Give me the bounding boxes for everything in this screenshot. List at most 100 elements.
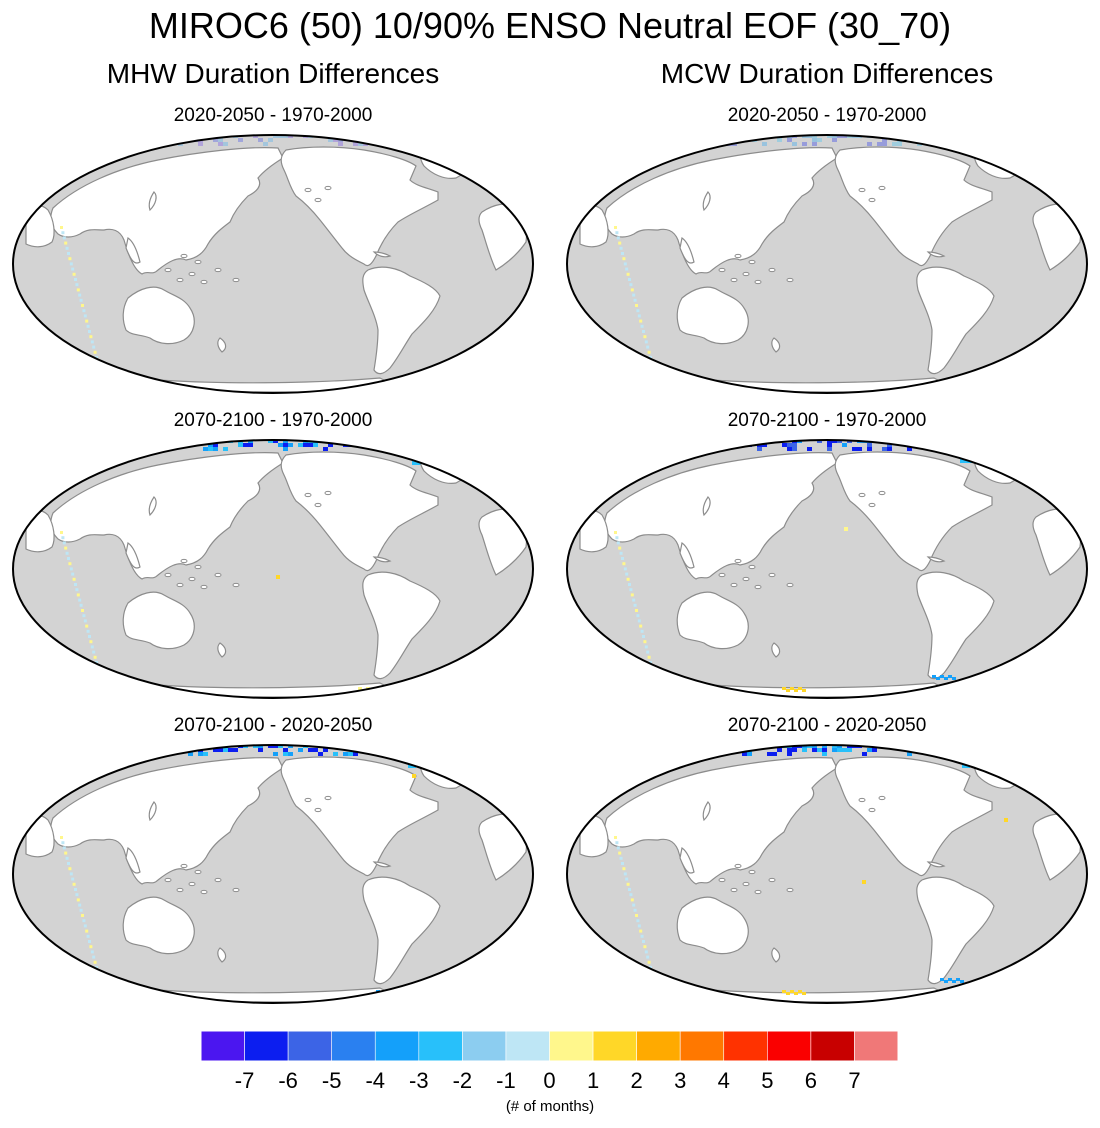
- antarctic-anomaly-pixel: [790, 990, 794, 993]
- colorbar-swatch: [244, 1030, 289, 1062]
- island: [164, 267, 172, 273]
- antarctic-anomaly-pixel: [960, 980, 964, 983]
- island: [194, 259, 202, 265]
- map-border: [566, 134, 1088, 394]
- colorbar-swatch: [374, 1030, 420, 1062]
- land-india: [679, 542, 695, 569]
- colorbar-swatch: [418, 1030, 463, 1062]
- antarctic-anomaly-pixel: [940, 675, 944, 678]
- land-india: [679, 237, 695, 264]
- antarctic-anomaly-pixel: [932, 675, 936, 678]
- map-mcw-2020-2050-vs-1970-2000: [566, 134, 1088, 394]
- land-south-america: [362, 876, 441, 985]
- land-caribbean: [926, 556, 946, 563]
- island: [200, 279, 208, 285]
- colorbar-tick-label: -4: [365, 1068, 386, 1093]
- colorbar-tick-label: 2: [630, 1068, 643, 1093]
- island: [324, 185, 332, 191]
- island: [304, 187, 312, 193]
- island: [188, 881, 196, 887]
- land-australia: [122, 896, 195, 955]
- colorbar-frame: [200, 1030, 899, 1062]
- antarctic-anomaly-pixel: [378, 689, 382, 692]
- island: [754, 584, 762, 590]
- antarctic-anomaly-pixel: [786, 689, 790, 692]
- colorbar-tick-label: 7: [848, 1068, 861, 1093]
- map-border: [566, 439, 1088, 699]
- island: [768, 877, 776, 883]
- land-japan: [702, 191, 711, 212]
- colorbar-tick-label: 3: [674, 1068, 687, 1093]
- colorbar-swatch: [331, 1030, 376, 1062]
- island: [768, 572, 776, 578]
- colorbar-swatch: [679, 1030, 725, 1062]
- anomaly-pixel: [862, 880, 866, 884]
- land-japan: [148, 496, 157, 517]
- colorbar-tick-label: -5: [321, 1068, 342, 1093]
- island: [878, 795, 886, 801]
- island: [878, 185, 886, 191]
- land-south-america: [362, 571, 441, 680]
- anomaly-pixel: [1004, 818, 1008, 822]
- column-title-mcw: MCW Duration Differences: [660, 58, 994, 89]
- colorbar-swatch: [723, 1030, 768, 1062]
- antarctic-anomaly-pixel: [802, 689, 806, 692]
- panel-title-mcw-3: 2070-2100 - 2020-2050: [727, 715, 927, 736]
- land-new-zealand: [771, 337, 781, 353]
- island: [164, 877, 172, 883]
- antarctic-anomaly-pixel: [952, 980, 956, 983]
- antarctic-anomaly-pixel: [956, 978, 960, 981]
- antarctic-anomaly-pixel: [940, 978, 944, 981]
- island: [742, 881, 750, 887]
- column-title-mhw: MHW Duration Differences: [106, 58, 440, 89]
- land-australia: [122, 591, 195, 650]
- island: [786, 887, 794, 893]
- island: [214, 267, 222, 273]
- land-caribbean: [926, 251, 946, 258]
- island: [232, 887, 240, 893]
- island: [214, 877, 222, 883]
- island: [324, 490, 332, 496]
- land-north-america: [280, 451, 439, 572]
- island: [304, 492, 312, 498]
- antarctic-anomaly-pixel: [944, 677, 948, 680]
- colorbar-swatch: [200, 1030, 245, 1062]
- island: [164, 572, 172, 578]
- land-caribbean: [372, 861, 392, 868]
- land-asia-europe: [604, 757, 838, 885]
- island: [314, 807, 322, 813]
- land-japan: [702, 801, 711, 822]
- island: [748, 259, 756, 265]
- land-india: [125, 847, 141, 874]
- colorbar-swatch: [636, 1030, 681, 1062]
- island: [786, 582, 794, 588]
- island: [734, 253, 742, 259]
- figure-title: MIROC6 (50) 10/90% ENSO Neutral EOF (30_…: [148, 5, 952, 46]
- island: [232, 277, 240, 283]
- land-japan: [148, 191, 157, 212]
- land-australia: [676, 591, 749, 650]
- antarctic-anomaly-pixel: [782, 990, 786, 993]
- island: [878, 490, 886, 496]
- colorbar-tick-label: 6: [804, 1068, 817, 1093]
- land-asia-europe: [50, 147, 284, 275]
- island: [180, 558, 188, 564]
- island: [768, 267, 776, 273]
- colorbar-swatch: [854, 1030, 899, 1062]
- colorbar-tick-label: -7: [234, 1068, 255, 1093]
- island: [718, 572, 726, 578]
- island: [868, 807, 876, 813]
- map-mcw-2070-2100-vs-2020-2050: [566, 744, 1088, 1004]
- land-india: [125, 237, 141, 264]
- island: [232, 582, 240, 588]
- colorbar-tick-label: 0: [543, 1068, 556, 1093]
- island: [200, 584, 208, 590]
- island: [858, 492, 866, 498]
- island: [324, 795, 332, 801]
- land-north-america: [834, 146, 993, 267]
- island: [730, 582, 738, 588]
- antarctic-anomaly-pixel: [358, 687, 362, 690]
- island: [786, 277, 794, 283]
- panel-title-mhw-3: 2070-2100 - 2020-2050: [173, 715, 373, 736]
- map-border: [12, 744, 534, 1004]
